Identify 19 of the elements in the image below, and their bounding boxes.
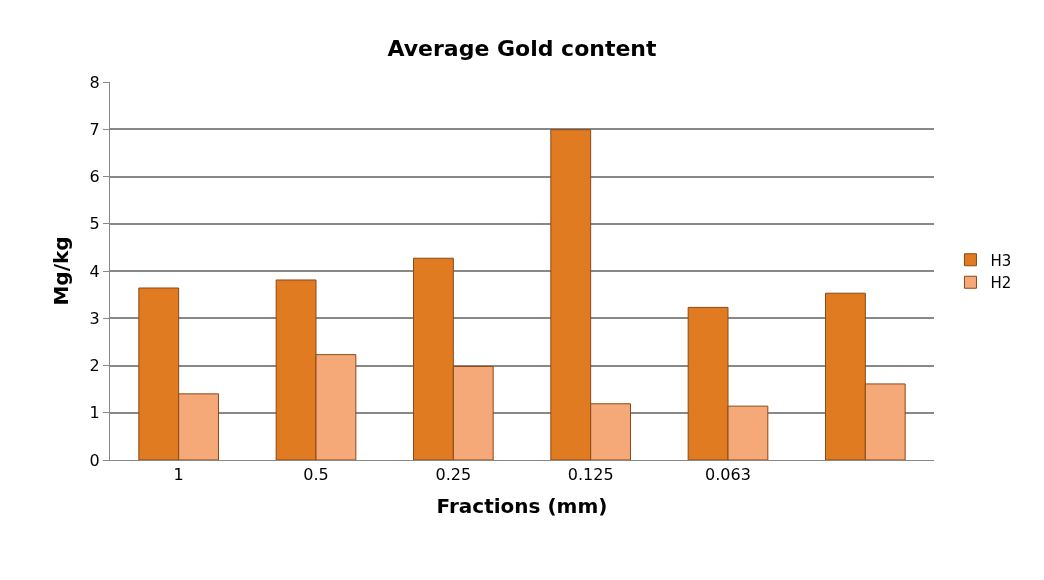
- x-tick-label: 0.25: [435, 465, 472, 485]
- y-tick-label: 1: [89, 403, 100, 423]
- y-tick-label: 4: [89, 261, 100, 281]
- y-tick-label: 0: [89, 450, 100, 470]
- x-tick-label: 1: [173, 465, 184, 485]
- y-tick-label: 7: [89, 119, 100, 139]
- y-tick-label: 2: [89, 356, 100, 376]
- y-axis-title: Mg/kg: [49, 236, 74, 306]
- y-tick-label: 8: [89, 72, 100, 92]
- legend-label: H3: [990, 251, 1012, 270]
- legend-label: H2: [990, 274, 1012, 293]
- y-tick-label: 3: [89, 308, 100, 328]
- x-axis-title: Fractions (mm): [436, 493, 608, 518]
- y-tick-label: 6: [89, 167, 100, 187]
- x-tick-label: 0.063: [705, 465, 751, 485]
- y-tick-label: 5: [89, 214, 100, 234]
- x-tick-label: 0.125: [567, 465, 614, 485]
- chart-title: Average Gold content: [387, 36, 658, 61]
- x-tick-label: 0.5: [303, 465, 329, 485]
